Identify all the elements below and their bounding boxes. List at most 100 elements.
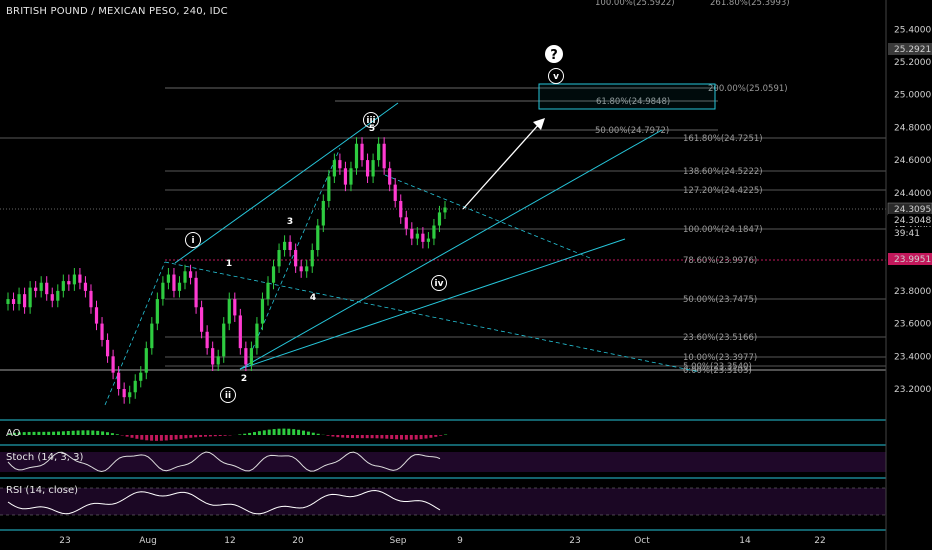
ao-bar	[96, 430, 100, 435]
x-tick-label: Oct	[634, 536, 650, 546]
ao-bar	[424, 435, 428, 439]
candle-body	[89, 290, 93, 308]
ao-bar	[282, 428, 286, 435]
fibonacci-levels: 161.80%(24.7251) 138.60%(24.5222) 127.20%(…	[0, 0, 886, 376]
chart-title: BRITISH POUND / MEXICAN PESO, 240, IDC	[6, 6, 228, 17]
candle-body	[410, 228, 414, 239]
candle-body	[388, 168, 392, 185]
candle-body	[67, 281, 71, 285]
ao-bar	[375, 435, 379, 439]
candle-body	[310, 250, 314, 267]
candle-body	[111, 356, 115, 373]
ao-bar	[355, 435, 359, 439]
candle-body	[117, 372, 121, 389]
candle-body	[404, 217, 408, 229]
stoch-label: Stoch (14, 3, 3)	[6, 452, 84, 463]
candle-body	[288, 241, 292, 251]
candle-body	[327, 176, 331, 201]
fib-label: 161.80%(24.7251)	[683, 134, 763, 144]
wave-circle	[548, 68, 564, 84]
ao-bar	[331, 435, 335, 437]
candle-body	[338, 160, 342, 169]
ao-bar	[238, 434, 242, 435]
ao-bar	[184, 435, 188, 439]
ao-bar	[199, 435, 203, 437]
ao-bar	[213, 435, 217, 437]
candle-body	[216, 356, 220, 365]
ao-bar	[346, 435, 350, 438]
ao-bar	[42, 431, 46, 435]
wave-digit: 4	[310, 293, 316, 303]
candle-body	[22, 294, 27, 308]
candle-body	[56, 290, 60, 301]
candle-body	[238, 315, 242, 349]
candle-body	[194, 277, 198, 308]
ao-bar	[439, 435, 443, 436]
ao-bar	[76, 430, 80, 435]
wave-digit: 5	[369, 124, 375, 134]
ao-bar	[37, 431, 41, 435]
candle-body	[183, 271, 187, 283]
trend-line	[339, 102, 399, 146]
candle-body	[299, 266, 303, 272]
x-tick-label: 23	[569, 536, 580, 546]
price-tag-label: 23.9951	[894, 255, 931, 265]
ao-bar	[248, 432, 252, 435]
candle-body	[277, 250, 281, 267]
ao-bar	[218, 435, 222, 436]
ao-bar	[164, 435, 168, 441]
wave-label: iv	[435, 279, 444, 289]
wave-label: iii	[366, 116, 375, 126]
candle-body	[17, 294, 21, 304]
ao-bar	[106, 432, 109, 435]
price-axis: 23.200023.400023.600023.800024.000024.20…	[885, 0, 932, 550]
ao-bar	[22, 432, 26, 435]
ao-bar	[194, 435, 198, 438]
candle-body	[271, 266, 276, 283]
fib-label: 127.20%(24.4225)	[683, 186, 763, 196]
ao-bar	[326, 435, 330, 436]
candle-body	[100, 323, 104, 340]
y-tick-label: 24.2000	[894, 222, 931, 232]
price-tag-bg	[888, 214, 932, 226]
candle-body	[415, 233, 419, 239]
wave-digit: 3	[287, 217, 293, 227]
candle-body	[365, 160, 370, 177]
ao-bar	[91, 430, 95, 435]
fib-upper-label: 100.00%(25.5922)	[595, 0, 675, 8]
candle-body	[432, 225, 436, 239]
ao-bar	[262, 430, 266, 435]
ao-bar	[316, 433, 320, 435]
candle-body	[393, 184, 397, 201]
ao-bar	[110, 433, 114, 435]
candle-body	[227, 299, 231, 324]
ao-bar	[414, 435, 418, 440]
price-tag-bg	[888, 43, 932, 55]
wave-circle	[220, 387, 236, 403]
ao-bar	[66, 431, 70, 435]
question-mark: ?	[550, 48, 558, 63]
ao-bar	[223, 435, 227, 436]
ao-bar	[365, 435, 369, 439]
candle-body	[343, 168, 348, 185]
candle-body	[105, 339, 110, 357]
ao-bar	[189, 435, 193, 438]
candle-body	[349, 168, 353, 185]
fib-label: 23.60%(23.5166)	[683, 333, 757, 343]
wave-label: i	[191, 236, 194, 246]
candle-body	[332, 160, 336, 177]
candle-body	[128, 392, 132, 398]
ao-bar	[302, 430, 305, 435]
fib-label: 100.00%(24.1847)	[683, 225, 763, 235]
candle-body	[360, 143, 364, 161]
candle-body	[11, 299, 16, 304]
ao-bar	[101, 431, 105, 435]
ao-bar	[419, 435, 423, 440]
candle-body	[83, 282, 88, 291]
ao-bar	[27, 431, 31, 435]
ao-bar	[159, 435, 163, 441]
candle-body	[200, 307, 204, 332]
price-tag-label: 39:41	[894, 229, 920, 239]
